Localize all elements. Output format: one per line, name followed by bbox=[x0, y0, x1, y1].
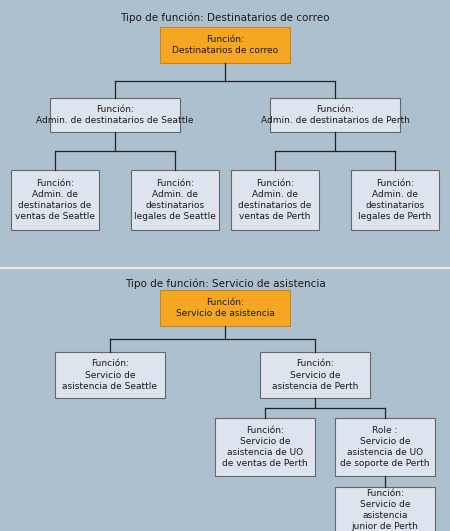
Text: Tipo de función: Servicio de asistencia: Tipo de función: Servicio de asistencia bbox=[125, 279, 325, 289]
Text: Función:
Admin. de
destinatarios de
ventas de Seattle: Función: Admin. de destinatarios de vent… bbox=[15, 179, 95, 221]
FancyBboxPatch shape bbox=[351, 170, 439, 230]
FancyBboxPatch shape bbox=[335, 487, 435, 531]
FancyBboxPatch shape bbox=[335, 418, 435, 476]
Text: Role :
Servicio de
asistencia de UO
de soporte de Perth: Role : Servicio de asistencia de UO de s… bbox=[340, 426, 430, 468]
FancyBboxPatch shape bbox=[160, 290, 290, 326]
Text: Función:
Admin. de destinatarios de Perth: Función: Admin. de destinatarios de Pert… bbox=[261, 105, 410, 125]
FancyBboxPatch shape bbox=[11, 170, 99, 230]
Text: Función:
Servicio de asistencia: Función: Servicio de asistencia bbox=[176, 298, 274, 318]
FancyBboxPatch shape bbox=[215, 418, 315, 476]
Text: Función:
Servicio de
asistencia de Perth: Función: Servicio de asistencia de Perth bbox=[272, 359, 358, 391]
FancyBboxPatch shape bbox=[50, 98, 180, 132]
Text: Función:
Admin. de destinatarios de Seattle: Función: Admin. de destinatarios de Seat… bbox=[36, 105, 194, 125]
Text: Función:
Servicio de
asistencia de UO
de ventas de Perth: Función: Servicio de asistencia de UO de… bbox=[222, 426, 308, 468]
Text: Tipo de función: Destinatarios de correo: Tipo de función: Destinatarios de correo bbox=[120, 13, 330, 23]
FancyBboxPatch shape bbox=[270, 98, 400, 132]
Text: Función:
Admin. de
destinatarios
legales de Perth: Función: Admin. de destinatarios legales… bbox=[358, 179, 432, 221]
Text: Función:
Servicio de
asistencia de Seattle: Función: Servicio de asistencia de Seatt… bbox=[63, 359, 158, 391]
FancyBboxPatch shape bbox=[131, 170, 219, 230]
Text: Función:
Destinatarios de correo: Función: Destinatarios de correo bbox=[172, 35, 278, 55]
FancyBboxPatch shape bbox=[260, 352, 370, 398]
Text: Función:
Servicio de
asistencia
junior de Perth: Función: Servicio de asistencia junior d… bbox=[351, 489, 418, 531]
FancyBboxPatch shape bbox=[231, 170, 319, 230]
Text: Función:
Admin. de
destinatarios de
ventas de Perth: Función: Admin. de destinatarios de vent… bbox=[238, 179, 312, 221]
Text: Función:
Admin. de
destinatarios
legales de Seattle: Función: Admin. de destinatarios legales… bbox=[134, 179, 216, 221]
FancyBboxPatch shape bbox=[55, 352, 165, 398]
FancyBboxPatch shape bbox=[160, 27, 290, 63]
